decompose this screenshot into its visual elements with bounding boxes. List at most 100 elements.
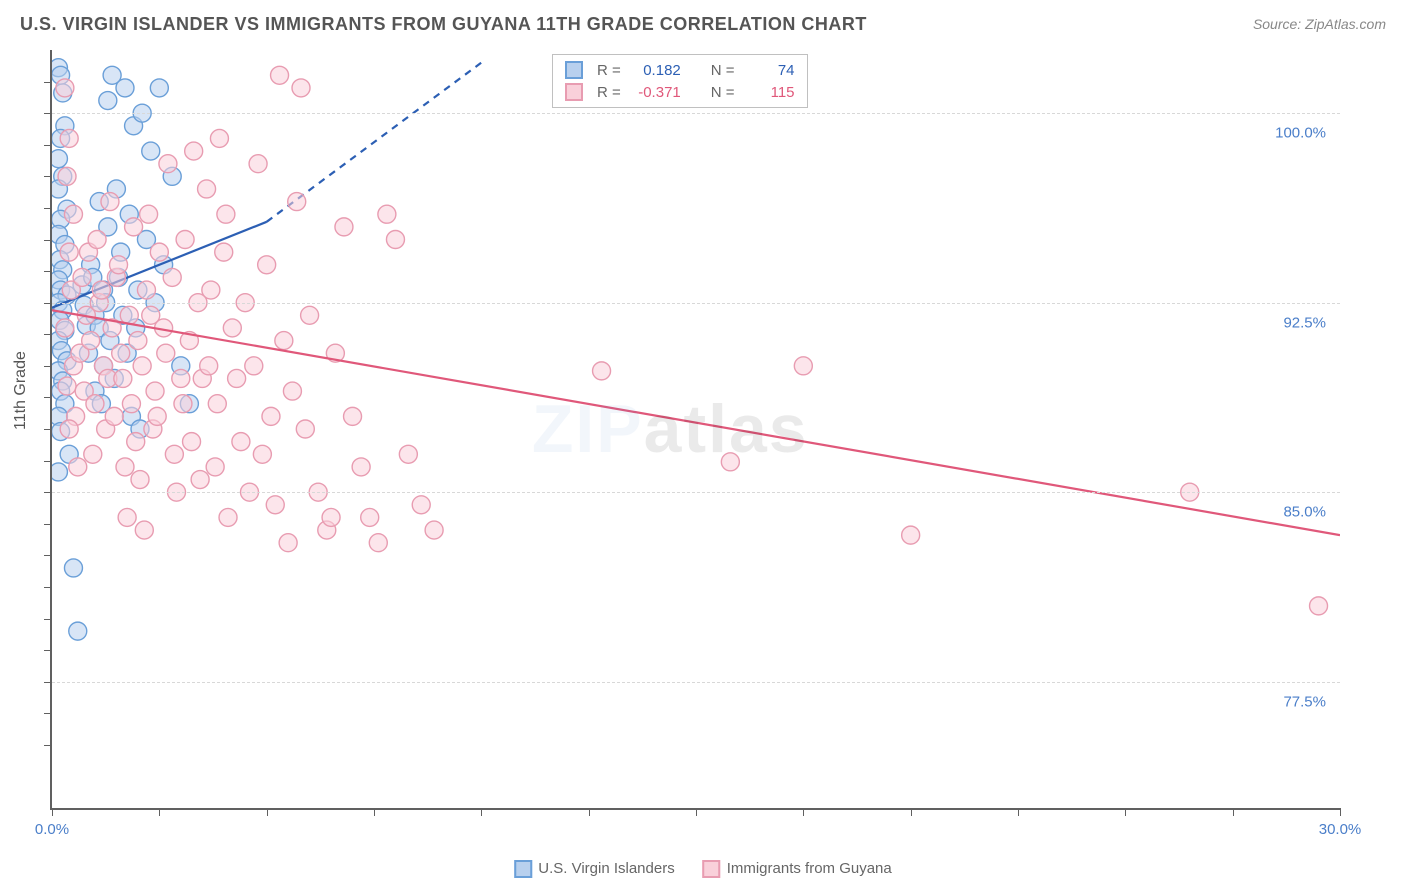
scatter-point-guyana	[174, 395, 192, 413]
stats-row-usvi: R = 0.182 N = 74	[565, 59, 795, 81]
scatter-point-guyana	[794, 357, 812, 375]
scatter-point-guyana	[361, 508, 379, 526]
stats-r-label: R =	[597, 62, 621, 79]
scatter-point-guyana	[118, 508, 136, 526]
x-tick-mark	[374, 808, 375, 816]
stats-n-label: N =	[711, 62, 735, 79]
scatter-point-guyana	[114, 369, 132, 387]
x-tick-mark	[159, 808, 160, 816]
y-tick-mark	[44, 176, 52, 177]
x-tick-mark	[1125, 808, 1126, 816]
scatter-point-guyana	[131, 471, 149, 489]
scatter-point-guyana	[292, 79, 310, 97]
scatter-point-guyana	[58, 167, 76, 185]
x-tick-mark	[696, 808, 697, 816]
stats-n-value-usvi: 74	[743, 62, 795, 79]
y-tick-mark	[44, 334, 52, 335]
scatter-point-guyana	[146, 382, 164, 400]
scatter-point-guyana	[721, 453, 739, 471]
scatter-point-guyana	[148, 407, 166, 425]
y-tick-label: 85.0%	[1279, 504, 1330, 521]
y-tick-mark	[44, 587, 52, 588]
scatter-point-guyana	[56, 79, 74, 97]
stats-n-value-guyana: 115	[743, 84, 795, 101]
scatter-point-guyana	[1310, 597, 1328, 615]
scatter-point-guyana	[159, 155, 177, 173]
scatter-point-guyana	[215, 243, 233, 261]
scatter-point-guyana	[902, 526, 920, 544]
y-tick-mark	[44, 524, 52, 525]
gridline-h	[52, 492, 1340, 493]
y-tick-mark	[44, 240, 52, 241]
scatter-point-guyana	[129, 332, 147, 350]
scatter-point-guyana	[232, 433, 250, 451]
scatter-point-guyana	[369, 534, 387, 552]
stats-r-value-usvi: 0.182	[629, 62, 681, 79]
scatter-point-guyana	[322, 508, 340, 526]
scatter-point-guyana	[150, 243, 168, 261]
y-tick-mark	[44, 397, 52, 398]
scatter-point-usvi	[116, 79, 134, 97]
scatter-point-usvi	[52, 150, 67, 168]
y-tick-mark	[44, 492, 52, 493]
y-tick-label: 100.0%	[1271, 125, 1330, 142]
scatter-point-guyana	[84, 445, 102, 463]
scatter-point-guyana	[82, 332, 100, 350]
scatter-point-guyana	[271, 66, 289, 84]
legend-swatch-usvi	[514, 860, 532, 878]
scatter-point-usvi	[52, 463, 67, 481]
scatter-point-usvi	[99, 92, 117, 110]
y-tick-mark	[44, 619, 52, 620]
stats-swatch-usvi	[565, 61, 583, 79]
scatter-point-guyana	[176, 231, 194, 249]
scatter-point-usvi	[142, 142, 160, 160]
legend-label-guyana: Immigrants from Guyana	[727, 860, 892, 877]
x-tick-mark	[1018, 808, 1019, 816]
stats-r-label: R =	[597, 84, 621, 101]
chart-title: U.S. VIRGIN ISLANDER VS IMMIGRANTS FROM …	[20, 14, 867, 35]
x-tick-mark	[589, 808, 590, 816]
y-tick-mark	[44, 82, 52, 83]
y-tick-mark	[44, 745, 52, 746]
x-tick-mark	[52, 808, 53, 816]
x-tick-mark	[1233, 808, 1234, 816]
scatter-point-usvi	[64, 559, 82, 577]
x-tick-mark	[911, 808, 912, 816]
chart-header: U.S. VIRGIN ISLANDER VS IMMIGRANTS FROM …	[0, 0, 1406, 48]
scatter-point-guyana	[163, 268, 181, 286]
scatter-point-guyana	[217, 205, 235, 223]
x-tick-label: 0.0%	[35, 821, 69, 838]
y-tick-mark	[44, 555, 52, 556]
bottom-legend: U.S. Virgin IslandersImmigrants from Guy…	[514, 860, 892, 878]
scatter-point-guyana	[245, 357, 263, 375]
stats-row-guyana: R =-0.371N =115	[565, 81, 795, 103]
y-tick-mark	[44, 713, 52, 714]
scatter-point-guyana	[301, 306, 319, 324]
scatter-point-guyana	[288, 193, 306, 211]
y-tick-mark	[44, 113, 52, 114]
plot-area: ZIPatlas R =0.182N =74R =-0.371N =115 77…	[50, 50, 1340, 810]
scatter-point-guyana	[92, 281, 110, 299]
scatter-point-guyana	[253, 445, 271, 463]
scatter-point-guyana	[335, 218, 353, 236]
scatter-point-guyana	[127, 433, 145, 451]
scatter-point-guyana	[593, 362, 611, 380]
x-tick-label: 30.0%	[1319, 821, 1362, 838]
scatter-point-guyana	[116, 458, 134, 476]
y-tick-mark	[44, 650, 52, 651]
x-tick-mark	[267, 808, 268, 816]
scatter-point-guyana	[56, 319, 74, 337]
scatter-point-guyana	[60, 129, 78, 147]
scatter-point-guyana	[60, 243, 78, 261]
scatter-point-guyana	[73, 268, 91, 286]
scatter-point-guyana	[125, 218, 143, 236]
scatter-point-guyana	[110, 256, 128, 274]
scatter-point-guyana	[122, 395, 140, 413]
scatter-point-guyana	[262, 407, 280, 425]
scatter-point-guyana	[296, 420, 314, 438]
y-tick-label: 92.5%	[1279, 314, 1330, 331]
y-tick-mark	[44, 145, 52, 146]
x-tick-mark	[1340, 808, 1341, 816]
y-tick-mark	[44, 208, 52, 209]
scatter-point-guyana	[412, 496, 430, 514]
